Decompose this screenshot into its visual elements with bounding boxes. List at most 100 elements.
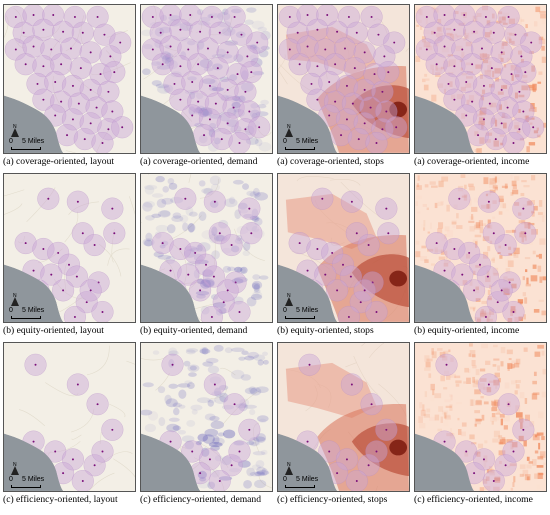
- station-point: [83, 138, 86, 141]
- demand-cell: [256, 470, 270, 476]
- income-tract: [430, 263, 436, 266]
- income-tract: [465, 41, 472, 47]
- income-tract: [479, 137, 485, 144]
- income-tract: [486, 312, 491, 318]
- income-tract: [537, 81, 542, 84]
- income-tract: [481, 343, 488, 349]
- income-tract: [528, 84, 535, 88]
- income-tract: [533, 21, 538, 27]
- station-point: [512, 142, 515, 145]
- income-tract: [428, 373, 432, 378]
- income-tract: [506, 32, 513, 36]
- income-tract: [481, 300, 488, 305]
- income-tract: [445, 375, 451, 380]
- station-point: [32, 269, 35, 272]
- income-tract: [499, 255, 503, 259]
- income-tract: [493, 379, 500, 386]
- station-point: [199, 30, 202, 33]
- income-tract: [541, 56, 546, 63]
- income-tract: [479, 53, 484, 60]
- demand-cell: [203, 67, 214, 72]
- income-tract: [541, 215, 545, 222]
- income-tract: [455, 45, 463, 52]
- demand-cell: [262, 359, 269, 365]
- income-tract: [487, 219, 491, 224]
- station-point: [226, 88, 229, 91]
- demand-cell: [201, 78, 216, 85]
- demand-cell: [222, 265, 232, 273]
- income-tract: [504, 183, 508, 189]
- income-tract: [479, 226, 484, 234]
- demand-cell: [221, 455, 232, 466]
- income-tract: [484, 139, 491, 143]
- north-label: N: [13, 293, 17, 299]
- income-tract: [500, 57, 504, 62]
- demand-cell: [167, 59, 178, 70]
- station-point: [342, 263, 344, 266]
- income-tract: [480, 118, 484, 124]
- income-tract: [485, 360, 491, 365]
- income-tract: [514, 74, 520, 78]
- demand-cell: [234, 95, 244, 103]
- station-point: [76, 383, 79, 386]
- demand-cell: [250, 387, 262, 396]
- income-tract: [484, 70, 492, 77]
- north-arrow-icon: [285, 297, 293, 306]
- income-tract: [538, 71, 543, 75]
- panel-caption: (c) efficiency-oriented, income: [414, 494, 533, 505]
- income-tract: [500, 346, 506, 354]
- station-point: [306, 440, 309, 443]
- demand-cell: [234, 237, 245, 245]
- income-tract: [466, 99, 470, 105]
- demand-cell: [243, 480, 252, 489]
- income-tract: [488, 466, 493, 472]
- income-tract: [502, 41, 508, 46]
- scale-bar: N 0 5 Miles: [9, 124, 59, 150]
- income-tract: [444, 259, 451, 264]
- income-tract: [485, 193, 488, 197]
- station-point: [103, 33, 106, 36]
- demand-cell: [217, 432, 225, 437]
- demand-cell: [199, 348, 211, 354]
- income-tract: [456, 35, 463, 38]
- income-tract: [519, 392, 525, 399]
- station-point: [234, 281, 237, 284]
- income-tract: [431, 94, 437, 102]
- income-tract: [481, 264, 486, 268]
- income-tract: [474, 131, 479, 136]
- scale-bar-line: [11, 485, 41, 488]
- income-tract: [464, 184, 467, 190]
- station-point: [350, 383, 353, 386]
- income-tract: [490, 416, 497, 422]
- station-point: [298, 63, 301, 66]
- station-point: [353, 67, 356, 70]
- station-point: [316, 65, 319, 68]
- income-tract: [422, 29, 430, 35]
- income-tract: [486, 20, 491, 26]
- income-tract: [498, 245, 502, 249]
- income-tract: [438, 256, 445, 260]
- scale-bar: N 0 5 Miles: [283, 124, 333, 150]
- demand-cell: [143, 43, 153, 50]
- station-point: [369, 106, 372, 109]
- station-point: [433, 31, 436, 34]
- demand-cell: [168, 383, 178, 389]
- income-tract: [450, 428, 453, 435]
- demand-cell: [167, 178, 175, 185]
- income-tract: [474, 410, 481, 414]
- income-tract: [514, 373, 519, 376]
- income-tract: [487, 65, 492, 72]
- demand-cell: [256, 466, 266, 475]
- demand-cell: [219, 476, 233, 481]
- station-point: [465, 80, 468, 83]
- station-point: [230, 244, 233, 247]
- station-point: [93, 244, 96, 247]
- station-point: [518, 128, 521, 131]
- station-point: [77, 102, 80, 105]
- station-point: [484, 315, 487, 318]
- income-tract: [483, 401, 489, 405]
- station-point: [199, 472, 202, 475]
- income-tract: [514, 390, 518, 395]
- station-point: [336, 289, 339, 292]
- station-point: [363, 289, 366, 292]
